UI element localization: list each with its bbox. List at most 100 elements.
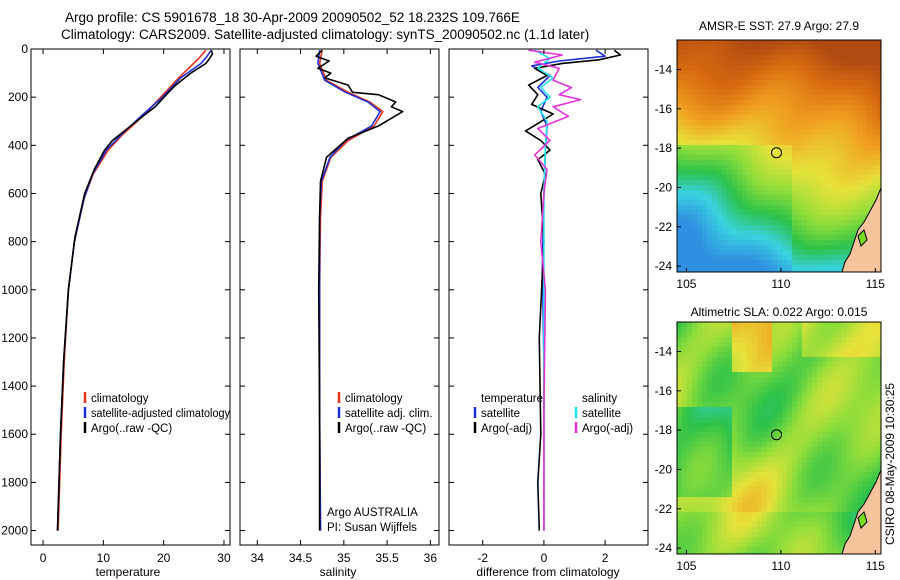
heatmap-cell — [837, 135, 843, 141]
heatmap-cell — [837, 170, 843, 176]
heatmap-cell — [702, 357, 708, 363]
heatmap-cell — [727, 502, 733, 508]
heatmap-cell — [797, 50, 803, 56]
heatmap-cell — [867, 80, 873, 86]
heatmap-cell — [727, 347, 733, 353]
heatmap-cell — [767, 110, 773, 116]
heatmap-cell — [682, 105, 688, 111]
heatmap-cell — [842, 532, 848, 538]
heatmap-cell — [847, 502, 853, 508]
heatmap-cell — [737, 482, 743, 488]
heatmap-cell — [842, 245, 848, 251]
heatmap-cell — [677, 382, 683, 388]
heatmap-cell — [742, 442, 748, 448]
heatmap-cell — [822, 200, 828, 206]
heatmap-cell — [872, 472, 878, 478]
heatmap-cell — [857, 145, 863, 151]
heatmap-cell — [797, 120, 803, 126]
heatmap-cell — [862, 130, 868, 136]
heatmap-cell — [717, 145, 723, 151]
heatmap-cell — [822, 235, 828, 241]
heatmap-cell — [767, 165, 773, 171]
heatmap-cell — [807, 245, 813, 251]
heatmap-cell — [822, 205, 828, 211]
heatmap-cell — [772, 377, 778, 383]
heatmap-cell — [732, 170, 738, 176]
heatmap-cell — [797, 125, 803, 131]
heatmap-cell — [717, 522, 723, 528]
heatmap-cell — [837, 347, 843, 353]
heatmap-cell — [767, 417, 773, 423]
heatmap-cell — [862, 497, 868, 503]
heatmap-cell — [727, 50, 733, 56]
heatmap-cell — [702, 337, 708, 343]
heatmap-cell — [832, 100, 838, 106]
heatmap-cell — [822, 327, 828, 333]
heatmap-cell — [737, 432, 743, 438]
heatmap-cell — [837, 155, 843, 161]
heatmap-cell — [802, 165, 808, 171]
heatmap-cell — [742, 210, 748, 216]
heatmap-cell — [682, 50, 688, 56]
heatmap-cell — [747, 55, 753, 61]
heatmap-cell — [852, 367, 858, 373]
heatmap-cell — [792, 387, 798, 393]
heatmap-cell — [812, 125, 818, 131]
heatmap-cell — [707, 55, 713, 61]
heatmap-cell — [722, 437, 728, 443]
heatmap-cell — [682, 220, 688, 226]
heatmap-cell — [832, 417, 838, 423]
heatmap-cell — [732, 352, 738, 358]
heatmap-cell — [732, 110, 738, 116]
heatmap-cell — [857, 40, 863, 46]
heatmap-cell — [857, 347, 863, 353]
map-x-tick-label: 105 — [676, 559, 696, 573]
heatmap-cell — [732, 472, 738, 478]
heatmap-cell — [837, 332, 843, 338]
heatmap-cell — [742, 165, 748, 171]
heatmap-cell — [777, 260, 783, 266]
heatmap-cell — [682, 60, 688, 66]
heatmap-cell — [757, 135, 763, 141]
heatmap-cell — [732, 60, 738, 66]
heatmap-cell — [837, 70, 843, 76]
heatmap-cell — [847, 95, 853, 101]
heatmap-cell — [677, 165, 683, 171]
heatmap-cell — [737, 522, 743, 528]
heatmap-cell — [732, 215, 738, 221]
heatmap-cell — [712, 392, 718, 398]
heatmap-cell — [747, 547, 753, 553]
heatmap-cell — [842, 377, 848, 383]
heatmap-cell — [742, 327, 748, 333]
heatmap-cell — [827, 210, 833, 216]
heatmap-cell — [697, 105, 703, 111]
heatmap-cell — [777, 140, 783, 146]
heatmap-cell — [867, 50, 873, 56]
heatmap-cell — [692, 90, 698, 96]
heatmap-cell — [822, 322, 828, 328]
heatmap-cell — [782, 327, 788, 333]
heatmap-cell — [717, 205, 723, 211]
heatmap-cell — [747, 195, 753, 201]
heatmap-cell — [782, 135, 788, 141]
heatmap-cell — [767, 432, 773, 438]
heatmap-cell — [842, 240, 848, 246]
heatmap-cell — [727, 90, 733, 96]
heatmap-cell — [857, 402, 863, 408]
heatmap-cell — [732, 327, 738, 333]
heatmap-cell — [692, 402, 698, 408]
heatmap-cell — [792, 322, 798, 328]
heatmap-cell — [857, 352, 863, 358]
heatmap-cell — [792, 402, 798, 408]
heatmap-cell — [847, 332, 853, 338]
heatmap-cell — [702, 195, 708, 201]
heatmap-cell — [727, 372, 733, 378]
heatmap-cell — [697, 407, 703, 413]
heatmap-cell — [837, 195, 843, 201]
heatmap-cell — [782, 200, 788, 206]
heatmap-cell — [817, 50, 823, 56]
heatmap-cell — [797, 492, 803, 498]
heatmap-cell — [842, 527, 848, 533]
heatmap-cell — [747, 327, 753, 333]
heatmap-cell — [752, 240, 758, 246]
